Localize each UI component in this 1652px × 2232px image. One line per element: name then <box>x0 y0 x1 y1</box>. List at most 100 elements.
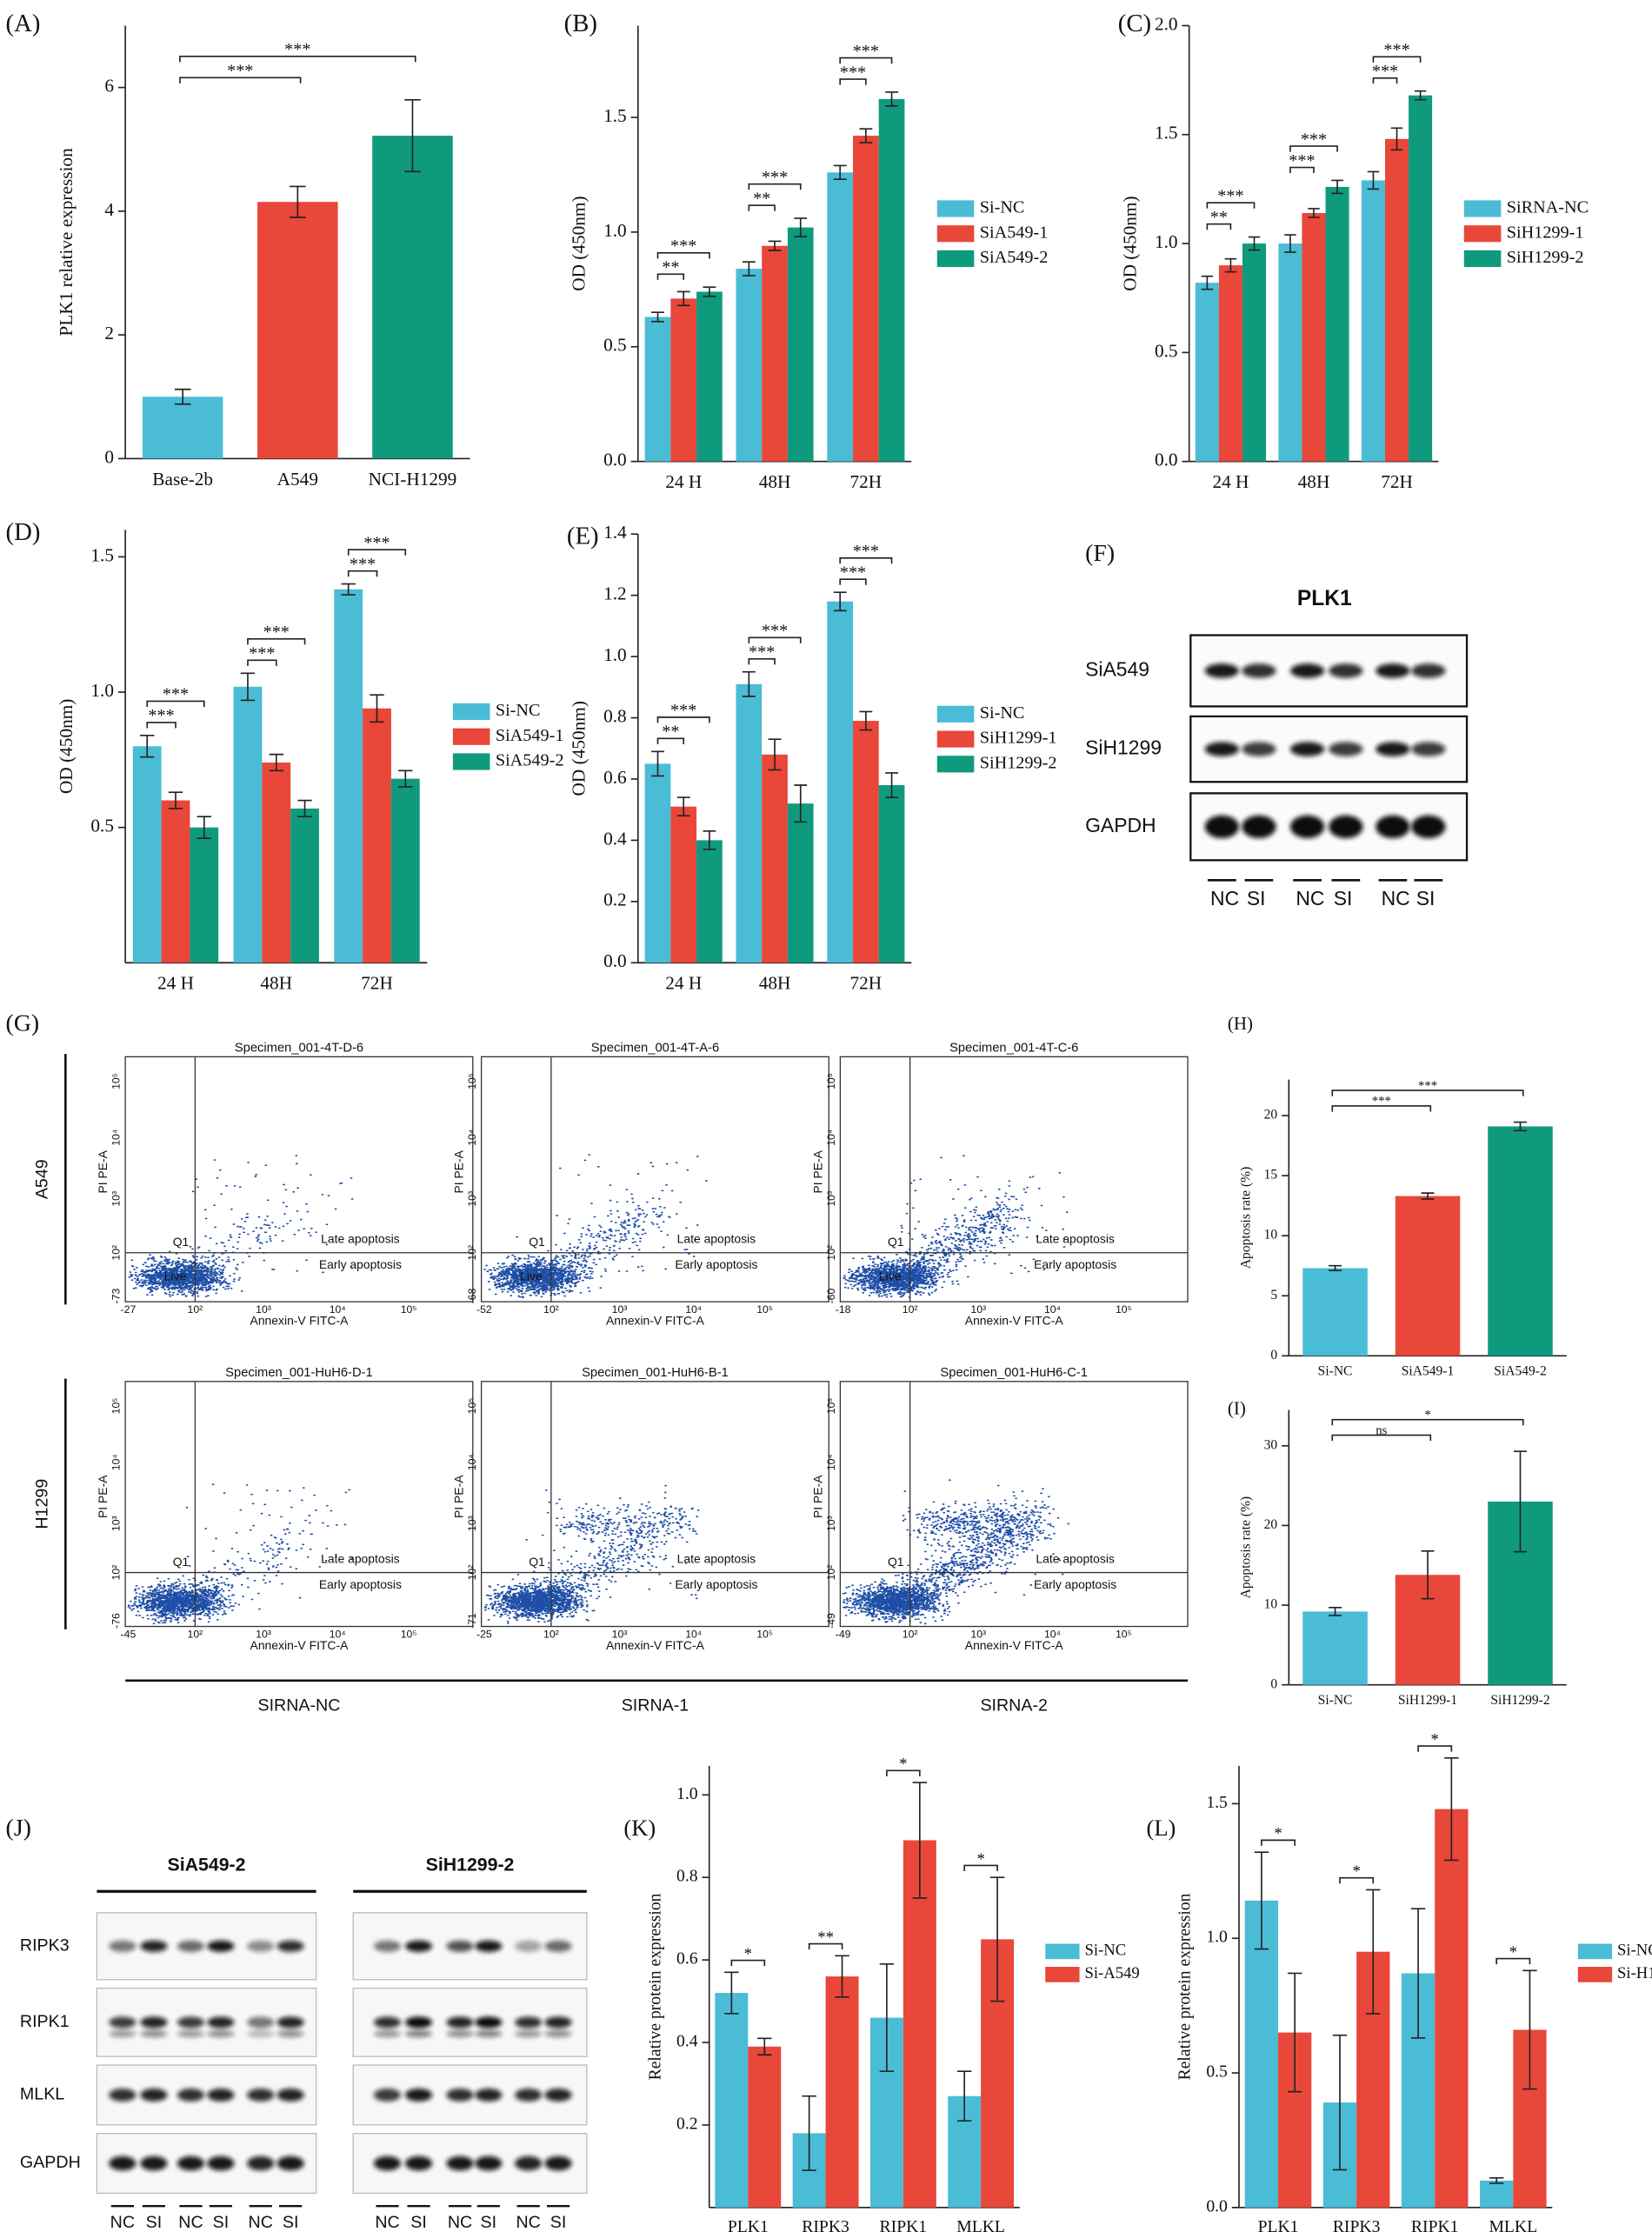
significance-label: *** <box>1217 186 1243 205</box>
x-tick-label: SiA549-2 <box>1494 1364 1546 1379</box>
quadrant-label: Early apoptosis <box>319 1577 402 1591</box>
lane-label: SI <box>146 2213 163 2232</box>
significance-bracket <box>748 204 776 211</box>
significance-label: *** <box>1301 130 1327 149</box>
flow-plot-title: Specimen_001-HuH6-C-1 <box>940 1366 1088 1380</box>
quadrant-label: Q1 <box>888 1555 904 1569</box>
quadrant-label: Late apoptosis <box>321 1232 400 1246</box>
significance-label: * <box>1424 1408 1430 1422</box>
legend-swatch <box>936 225 975 243</box>
significance-label: * <box>744 1945 752 1963</box>
blot-band <box>1204 815 1239 838</box>
y-tick-label: 0 <box>1270 1676 1277 1691</box>
significance-bracket <box>886 1769 921 1776</box>
legend-label: SiA549-1 <box>496 726 564 745</box>
y-tick-label: 0.2 <box>676 2114 698 2133</box>
flow-plot-title: Specimen_001-4T-A-6 <box>591 1041 719 1055</box>
significance-label: *** <box>1372 1095 1391 1109</box>
panel-label: (B) <box>564 10 597 37</box>
blot-band <box>109 2089 137 2102</box>
blot-band <box>207 2155 235 2171</box>
blot-band <box>446 2089 474 2102</box>
error-bar <box>1254 1851 1269 1950</box>
y-axis-label: Apoptosis rate (%) <box>1239 1167 1254 1269</box>
y-tick-label: 0.8 <box>603 705 627 726</box>
lane-label: SI <box>1247 887 1266 909</box>
blot-band <box>1376 663 1410 678</box>
blot-band <box>475 2029 503 2038</box>
flow-plot-frame <box>839 1056 1189 1303</box>
significance-bracket <box>656 737 685 744</box>
blot-band <box>475 2016 503 2029</box>
error-bar <box>370 694 384 723</box>
y-tick-label: 0.0 <box>1206 2196 1228 2215</box>
x-tick-label: Base-2b <box>152 469 213 490</box>
x-tick-label: 10⁴ <box>330 1303 346 1316</box>
blot-band <box>1289 663 1325 678</box>
bar <box>1278 243 1302 462</box>
significance-bracket <box>1261 1839 1296 1846</box>
y-tick-label: 10³ <box>110 1191 123 1207</box>
legend-swatch <box>936 250 975 268</box>
significance-bracket <box>1206 202 1256 209</box>
legend-label: Si-A549 <box>1084 1964 1139 1982</box>
panel-label: (F) <box>1085 540 1115 567</box>
y-tick-label: 10⁴ <box>466 1454 478 1470</box>
y-axis-label: OD (450nm) <box>569 196 590 290</box>
blot-band <box>544 1940 572 1952</box>
blot-band <box>373 2155 402 2171</box>
significance-bracket <box>1206 223 1232 230</box>
y-tick-label: 0 <box>104 446 114 467</box>
significance-label: ** <box>662 258 679 277</box>
legend-swatch <box>452 728 490 745</box>
y-axis-label: OD (450nm) <box>1120 196 1141 290</box>
x-tick-label: Si-NC <box>1318 1364 1353 1379</box>
x-tick-label: 10³ <box>256 1303 271 1316</box>
y-tick-label: 10 <box>1264 1597 1278 1612</box>
error-bar <box>835 1955 849 1998</box>
x-tick-label: 48H <box>260 973 292 994</box>
y-axis-label: PI PE-A <box>452 1149 466 1193</box>
x-tick-label: 10² <box>188 1629 203 1641</box>
error-bar <box>168 791 183 810</box>
error-bar <box>197 816 211 839</box>
legend-swatch <box>936 705 975 723</box>
blot-band <box>1329 815 1363 838</box>
flow-plot-frame <box>839 1381 1189 1628</box>
y-tick-label: 10² <box>466 1565 478 1581</box>
blot-band <box>247 2089 275 2102</box>
y-tick-label: 0.5 <box>1155 340 1178 361</box>
y-tick-label: 0.5 <box>90 816 114 836</box>
blot-band <box>1242 663 1276 678</box>
blot-band <box>515 2029 543 2038</box>
legend-swatch <box>936 756 975 773</box>
y-axis-label: PI PE-A <box>96 1149 110 1193</box>
significance-label: * <box>1352 1862 1360 1881</box>
blot-band <box>446 2155 474 2171</box>
x-tick-label: MLKL <box>1489 2217 1537 2232</box>
blot-band <box>404 2016 433 2029</box>
error-bar <box>768 240 782 251</box>
x-tick-label: 10⁵ <box>756 1629 773 1641</box>
bar <box>1302 213 1326 462</box>
error-bar <box>1366 1889 1381 2015</box>
lane-label: NC <box>448 2213 472 2232</box>
panel-label: (E) <box>567 523 599 550</box>
significance-label: * <box>899 1756 907 1774</box>
significance-bracket <box>656 273 685 280</box>
quadrant-label: Late apoptosis <box>1036 1551 1115 1565</box>
blot-band <box>247 2029 275 2038</box>
blot-band <box>247 2155 275 2171</box>
quadrant-label: Q1 <box>529 1235 545 1249</box>
blot-band <box>1289 815 1325 838</box>
error-bar <box>398 770 413 788</box>
error-bar <box>1514 1121 1527 1132</box>
legend-label: Si-NC <box>1617 1942 1652 1960</box>
blot-band <box>276 1940 304 1952</box>
y-tick-label: 1.0 <box>90 680 114 701</box>
x-tick-label: 24 H <box>665 973 702 994</box>
error-bar <box>802 2095 816 2171</box>
error-bar <box>885 772 898 798</box>
x-tick-label: 10⁵ <box>1116 1303 1132 1316</box>
blot-band <box>446 2029 474 2038</box>
